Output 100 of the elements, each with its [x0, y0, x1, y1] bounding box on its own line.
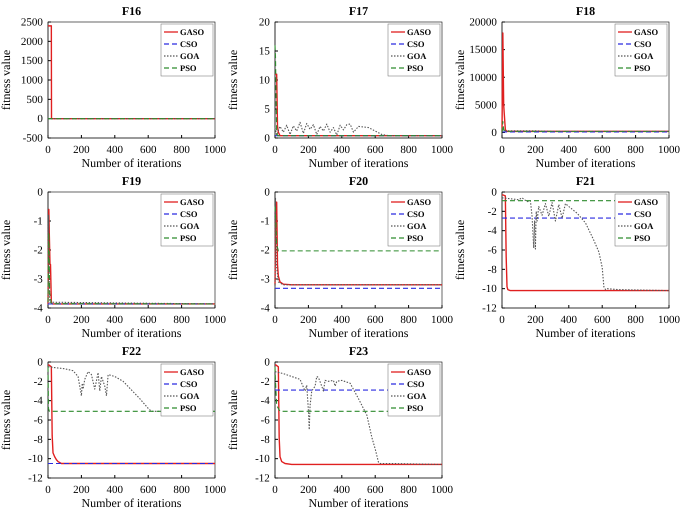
- x-tick-label: 400: [334, 314, 351, 326]
- x-tick-label: 400: [106, 484, 124, 496]
- chart-title: F16: [122, 4, 142, 18]
- y-tick-label: 0: [37, 113, 44, 126]
- legend-label: GOA: [407, 391, 428, 401]
- x-tick-label: 200: [73, 484, 90, 496]
- y-tick-label: -3: [260, 274, 270, 286]
- legend-label: CSO: [180, 39, 198, 49]
- x-tick-label: 0: [45, 484, 52, 496]
- x-axis-title: Number of iterations: [536, 326, 636, 340]
- legend-label: CSO: [180, 379, 198, 389]
- y-tick-label: 2000: [20, 36, 44, 48]
- x-tick-label: 0: [499, 314, 506, 326]
- y-tick-label: -4: [488, 225, 498, 238]
- legend-label: PSO: [180, 233, 197, 243]
- y-tick-label: 0: [264, 132, 270, 145]
- legend-label: GOA: [180, 221, 200, 231]
- y-tick-label: -10: [28, 453, 44, 466]
- x-tick-label: 600: [366, 484, 384, 496]
- y-tick-label: -1: [260, 216, 270, 228]
- y-tick-label: 15000: [469, 44, 498, 56]
- y-tick-label: -3: [34, 274, 44, 286]
- y-tick-label: -2: [260, 376, 270, 388]
- legend-label: GASO: [634, 197, 658, 207]
- chart-title: F18: [576, 4, 596, 18]
- x-tick-label: 400: [560, 314, 578, 326]
- y-tick-label: -4: [34, 395, 44, 408]
- y-axis-title: fitness value: [453, 50, 467, 110]
- x-tick-label: 1000: [658, 314, 680, 326]
- y-axis-title: fitness value: [226, 390, 240, 450]
- x-tick-label: 600: [594, 314, 611, 326]
- legend-label: CSO: [634, 39, 652, 49]
- legend-label: PSO: [180, 403, 197, 413]
- y-tick-label: 5: [264, 104, 270, 116]
- y-tick-label: 20: [258, 16, 270, 29]
- legend-label: PSO: [180, 63, 197, 73]
- x-tick-label: 800: [173, 144, 190, 156]
- y-tick-label: -6: [488, 244, 498, 257]
- y-tick-label: -2: [34, 244, 43, 257]
- chart-title: F20: [348, 174, 368, 188]
- x-tick-label: 0: [272, 314, 278, 326]
- x-tick-label: 1000: [431, 314, 454, 326]
- legend-label: GOA: [634, 221, 654, 231]
- chart-title: F17: [348, 4, 368, 18]
- y-tick-label: -4: [260, 302, 270, 315]
- chart-title: F19: [122, 174, 142, 188]
- legend-label: GASO: [180, 27, 204, 37]
- legend-label: PSO: [634, 63, 651, 73]
- x-axis-title: Number of iterations: [82, 326, 182, 340]
- x-tick-label: 1000: [658, 144, 680, 156]
- y-tick-label: -6: [260, 414, 270, 427]
- legend-label: PSO: [407, 403, 424, 413]
- legend-label: GOA: [180, 391, 200, 401]
- x-tick-label: 0: [499, 144, 506, 156]
- legend-label: GOA: [407, 221, 428, 231]
- legend-label: CSO: [407, 39, 425, 49]
- x-tick-label: 800: [173, 314, 190, 326]
- y-tick-label: 10: [258, 74, 270, 87]
- y-tick-label: -8: [488, 264, 498, 276]
- chart-title: F22: [122, 344, 142, 358]
- x-tick-label: 800: [173, 484, 190, 496]
- x-tick-label: 1000: [431, 144, 454, 156]
- y-tick-label: 0: [264, 356, 270, 369]
- y-tick-label: -10: [255, 453, 270, 466]
- y-tick-label: 20000: [469, 16, 498, 29]
- y-tick-label: 15: [258, 46, 270, 58]
- legend-label: GASO: [407, 27, 432, 37]
- legend-label: GASO: [407, 197, 432, 207]
- x-tick-label: 200: [527, 144, 544, 156]
- legend-label: CSO: [407, 209, 425, 219]
- x-axis-title: Number of iterations: [308, 326, 409, 340]
- y-axis-title: fitness value: [453, 220, 467, 280]
- legend-label: CSO: [180, 209, 198, 219]
- x-tick-label: 800: [400, 314, 418, 326]
- y-axis-title: fitness value: [0, 50, 13, 110]
- x-axis-title: Number of iterations: [536, 156, 636, 170]
- legend-label: PSO: [407, 63, 424, 73]
- x-tick-label: 800: [627, 314, 644, 326]
- y-axis-title: fitness value: [0, 390, 13, 450]
- x-tick-label: 600: [366, 314, 384, 326]
- x-tick-label: 400: [334, 484, 351, 496]
- x-tick-label: 200: [527, 314, 544, 326]
- x-tick-label: 600: [140, 314, 157, 326]
- x-tick-label: 1000: [204, 484, 226, 496]
- x-tick-label: 1000: [204, 144, 226, 156]
- y-axis-title: fitness value: [0, 220, 13, 280]
- x-tick-label: 400: [106, 144, 124, 156]
- x-tick-label: 0: [272, 144, 278, 156]
- y-tick-label: -6: [34, 414, 44, 427]
- y-tick-label: -2: [488, 206, 497, 218]
- x-tick-label: 0: [45, 144, 52, 156]
- chart-title: F21: [576, 174, 596, 188]
- y-tick-label: 0: [491, 186, 498, 199]
- x-tick-label: 800: [400, 484, 418, 496]
- y-tick-label: 500: [26, 94, 44, 106]
- y-tick-label: -4: [34, 302, 44, 315]
- y-tick-label: 1500: [20, 55, 44, 68]
- x-tick-label: 400: [106, 314, 124, 326]
- x-tick-label: 400: [334, 144, 351, 156]
- x-tick-label: 600: [140, 484, 157, 496]
